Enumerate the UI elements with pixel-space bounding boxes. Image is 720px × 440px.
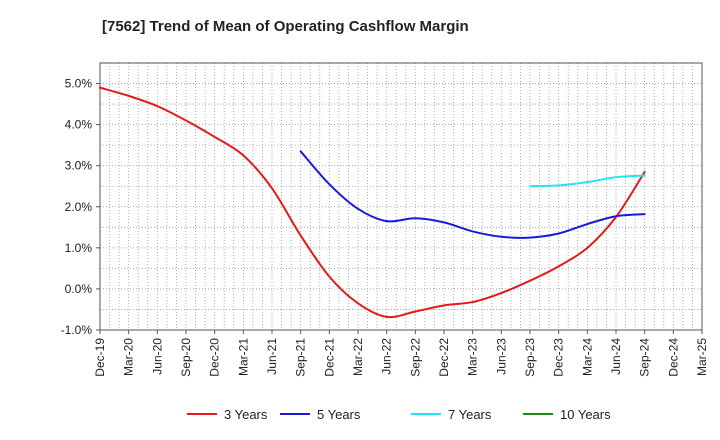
chart-title: [7562] Trend of Mean of Operating Cashfl… — [102, 18, 469, 35]
x-tick-label: Jun-20 — [150, 338, 164, 375]
series-line-5-years — [299, 150, 646, 239]
x-tick-label: Mar-25 — [695, 338, 709, 376]
x-tick-label: Dec-20 — [208, 338, 222, 377]
x-tick-label: Mar-23 — [466, 338, 480, 376]
x-tick-label: Jun-23 — [494, 338, 508, 375]
y-tick-label: 5.0% — [65, 77, 93, 91]
y-tick-label: 3.0% — [65, 159, 93, 173]
x-tick-label: Sep-22 — [408, 338, 422, 377]
y-tick-label: -1.0% — [61, 323, 93, 337]
x-tick-label: Dec-21 — [322, 338, 336, 377]
x-tick-label: Mar-20 — [122, 338, 136, 376]
plot-border — [99, 62, 703, 331]
x-tick-label: Mar-24 — [580, 338, 594, 376]
y-tick-label: 4.0% — [65, 118, 93, 132]
x-tick-label: Dec-19 — [93, 338, 107, 377]
y-tick-label: 0.0% — [65, 282, 93, 296]
x-tick-label: Sep-20 — [179, 338, 193, 377]
x-tick-label: Sep-24 — [638, 338, 652, 377]
x-tick-label: Mar-21 — [236, 338, 250, 376]
legend-label-5-years: 5 Years — [317, 407, 361, 422]
x-tick-label: Sep-21 — [294, 338, 308, 377]
x-tick-label: Dec-24 — [666, 338, 680, 377]
x-tick-label: Jun-22 — [380, 338, 394, 375]
x-tick-label: Jun-24 — [609, 338, 623, 375]
x-tick-label: Mar-22 — [351, 338, 365, 376]
series-line-3-years — [99, 86, 646, 319]
x-tick-label: Dec-22 — [437, 338, 451, 377]
x-tick-label: Sep-23 — [523, 338, 537, 377]
legend-label-7-years: 7 Years — [448, 407, 492, 422]
series-line-7-years — [529, 174, 646, 188]
x-tick-label: Dec-23 — [552, 338, 566, 377]
legend-label-3-years: 3 Years — [224, 407, 268, 422]
x-tick-label: Jun-21 — [265, 338, 279, 375]
legend-label-10-years: 10 Years — [560, 407, 611, 422]
plot-area — [100, 63, 702, 330]
y-tick-label: 1.0% — [65, 241, 93, 255]
y-tick-label: 2.0% — [65, 200, 93, 214]
